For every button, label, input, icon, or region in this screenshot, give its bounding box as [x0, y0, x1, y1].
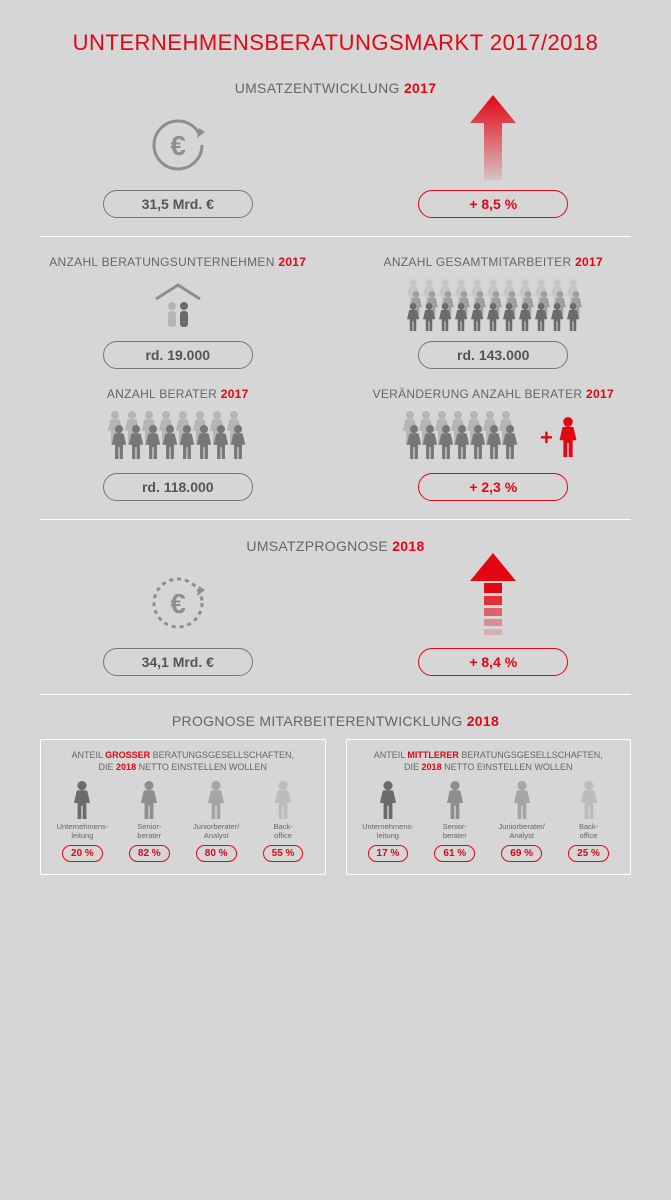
stats-row-1: ANZAHL BERATUNGSUNTERNEHMEN 2017 rd. 19.…: [40, 255, 631, 369]
euro-cycle-icon: €: [143, 102, 213, 180]
svg-text:€: €: [170, 588, 186, 619]
stats-row-2: ANZAHL BERATER 2017: [40, 387, 631, 501]
role-item: Juniorberater/Analyst 69 %: [492, 781, 552, 862]
prognose-value-col: € 34,1 Mrd. €: [40, 560, 316, 676]
consultants-change-title: VERÄNDERUNG ANZAHL BERATER 2017: [373, 387, 614, 401]
forecast-large-box: ANTEIL GROSSER BERATUNGSGESELLSCHAFTEN, …: [40, 739, 326, 875]
person-icon: [511, 781, 533, 819]
section-umsatz-2017-title: UMSATZENTWICKLUNG 2017: [40, 80, 631, 96]
forecast-medium-box: ANTEIL MITTLERER BERATUNGSGESELLSCHAFTEN…: [346, 739, 632, 875]
role-item: Juniorberater/Analyst 80 %: [186, 781, 246, 862]
divider: [40, 519, 631, 520]
role-item: Senior-berater 61 %: [425, 781, 485, 862]
roles-medium: Unternehmens-leitung 17 % Senior-berater…: [355, 781, 623, 862]
role-item: Back-office 55 %: [253, 781, 313, 862]
consultants-change-icon: +: [398, 405, 588, 463]
umsatz-value-col: € 31,5 Mrd. €: [40, 102, 316, 218]
role-pct-pill: 55 %: [263, 845, 304, 862]
label: UMSATZENTWICKLUNG: [235, 80, 404, 96]
firms-title: ANZAHL BERATUNGSUNTERNEHMEN 2017: [49, 255, 306, 269]
prognose-value-pill: 34,1 Mrd. €: [103, 648, 253, 676]
consultants-icon: [103, 405, 253, 463]
firms-pill: rd. 19.000: [103, 341, 253, 369]
arrow-up-segmented-icon: [468, 560, 518, 638]
umsatz-2018-row: € 34,1 Mrd. € + 8,4 %: [40, 560, 631, 676]
umsatz-value-pill: 31,5 Mrd. €: [103, 190, 253, 218]
consultants-change-block: VERÄNDERUNG ANZAHL BERATER 2017: [356, 387, 632, 501]
role-pct-pill: 61 %: [434, 845, 475, 862]
person-icon: [205, 781, 227, 819]
role-label: Unternehmens-leitung: [362, 823, 414, 841]
role-label: Juniorberater/Analyst: [193, 823, 239, 841]
consultants-pill: rd. 118.000: [103, 473, 253, 501]
year: 2017: [404, 80, 436, 96]
forecast-row: ANTEIL GROSSER BERATUNGSGESELLSCHAFTEN, …: [40, 739, 631, 875]
person-icon: [377, 781, 399, 819]
role-pct-pill: 80 %: [196, 845, 237, 862]
employees-title: ANZAHL GESAMTMITARBEITER 2017: [384, 255, 603, 269]
person-icon: [71, 781, 93, 819]
person-icon: [272, 781, 294, 819]
euro-dashed-icon: €: [143, 560, 213, 638]
person-icon: [444, 781, 466, 819]
forecast-large-title: ANTEIL GROSSER BERATUNGSGESELLSCHAFTEN, …: [49, 750, 317, 773]
svg-text:+: +: [540, 425, 553, 450]
section-umsatz-2018-title: UMSATZPROGNOSE 2018: [40, 538, 631, 554]
role-pct-pill: 69 %: [501, 845, 542, 862]
divider: [40, 236, 631, 237]
main-title: UNTERNEHMENSBERATUNGSMARKT 2017/2018: [40, 30, 631, 56]
role-label: Back-office: [273, 823, 292, 841]
role-label: Back-office: [579, 823, 598, 841]
role-pct-pill: 20 %: [62, 845, 103, 862]
svg-text:€: €: [170, 130, 186, 161]
role-item: Senior-berater 82 %: [119, 781, 179, 862]
forecast-medium-title: ANTEIL MITTLERER BERATUNGSGESELLSCHAFTEN…: [355, 750, 623, 773]
umsatz-2017-row: € 31,5 Mrd. € + 8,5 %: [40, 102, 631, 218]
role-pct-pill: 82 %: [129, 845, 170, 862]
role-label: Senior-berater: [443, 823, 467, 841]
consultants-title: ANZAHL BERATER 2017: [107, 387, 249, 401]
role-label: Senior-berater: [137, 823, 161, 841]
employees-pill: rd. 143.000: [418, 341, 568, 369]
prognose-growth-pill: + 8,4 %: [418, 648, 568, 676]
role-item: Unternehmens-leitung 20 %: [52, 781, 112, 862]
section-forecast-title: PROGNOSE MITARBEITERENTWICKLUNG 2018: [40, 713, 631, 729]
umsatz-growth-pill: + 8,5 %: [418, 190, 568, 218]
role-label: Juniorberater/Analyst: [499, 823, 545, 841]
role-label: Unternehmens-leitung: [57, 823, 109, 841]
divider: [40, 694, 631, 695]
infographic-page: UNTERNEHMENSBERATUNGSMARKT 2017/2018 UMS…: [0, 0, 671, 895]
role-pct-pill: 25 %: [568, 845, 609, 862]
arrow-up-icon: [468, 102, 518, 180]
firms-block: ANZAHL BERATUNGSUNTERNEHMEN 2017 rd. 19.…: [40, 255, 316, 369]
employees-block: ANZAHL GESAMTMITARBEITER 2017: [356, 255, 632, 369]
role-item: Back-office 25 %: [559, 781, 619, 862]
consultants-block: ANZAHL BERATER 2017: [40, 387, 316, 501]
person-icon: [578, 781, 600, 819]
firms-icon: [148, 273, 208, 331]
person-icon: [138, 781, 160, 819]
role-pct-pill: 17 %: [368, 845, 409, 862]
consultants-change-pill: + 2,3 %: [418, 473, 568, 501]
employees-icon: [403, 273, 583, 331]
prognose-growth-col: + 8,4 %: [356, 560, 632, 676]
role-item: Unternehmens-leitung 17 %: [358, 781, 418, 862]
umsatz-growth-col: + 8,5 %: [356, 102, 632, 218]
roles-large: Unternehmens-leitung 20 % Senior-berater…: [49, 781, 317, 862]
